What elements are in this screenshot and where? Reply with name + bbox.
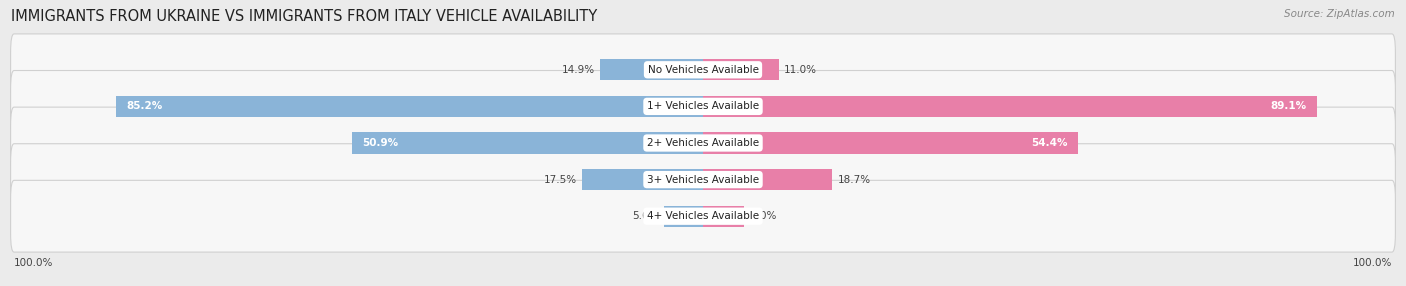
Text: 3+ Vehicles Available: 3+ Vehicles Available [647,175,759,184]
Text: 14.9%: 14.9% [562,65,595,75]
FancyBboxPatch shape [11,71,1395,142]
Text: 4+ Vehicles Available: 4+ Vehicles Available [647,211,759,221]
Text: 11.0%: 11.0% [785,65,817,75]
Bar [117,96,703,117]
FancyBboxPatch shape [11,144,1395,215]
Text: 85.2%: 85.2% [127,102,163,111]
Text: 6.0%: 6.0% [749,211,776,221]
Bar [703,169,832,190]
Text: 89.1%: 89.1% [1271,102,1306,111]
Text: Source: ZipAtlas.com: Source: ZipAtlas.com [1284,9,1395,19]
Bar [703,132,1078,154]
FancyBboxPatch shape [11,107,1395,179]
Text: 2+ Vehicles Available: 2+ Vehicles Available [647,138,759,148]
Text: 50.9%: 50.9% [363,138,399,148]
Bar [582,169,703,190]
Text: 1+ Vehicles Available: 1+ Vehicles Available [647,102,759,111]
Bar [600,59,703,80]
Text: 100.0%: 100.0% [14,258,53,268]
Text: No Vehicles Available: No Vehicles Available [648,65,758,75]
Bar [703,206,744,227]
FancyBboxPatch shape [11,34,1395,106]
Text: 5.6%: 5.6% [633,211,659,221]
Text: 100.0%: 100.0% [1353,258,1392,268]
Bar [703,59,779,80]
Text: 17.5%: 17.5% [544,175,576,184]
Bar [665,206,703,227]
Bar [703,96,1317,117]
Text: 54.4%: 54.4% [1031,138,1067,148]
Text: IMMIGRANTS FROM UKRAINE VS IMMIGRANTS FROM ITALY VEHICLE AVAILABILITY: IMMIGRANTS FROM UKRAINE VS IMMIGRANTS FR… [11,9,598,23]
Text: 18.7%: 18.7% [838,175,870,184]
Bar [353,132,703,154]
FancyBboxPatch shape [11,180,1395,252]
